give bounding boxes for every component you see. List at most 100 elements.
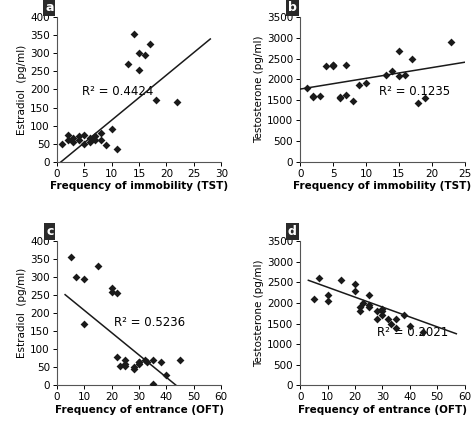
Point	[157, 359, 165, 365]
Text: R² = 0.2021: R² = 0.2021	[377, 326, 448, 339]
Point	[135, 359, 143, 365]
Point	[419, 328, 427, 335]
X-axis label: Frequency of entrance (OFT): Frequency of entrance (OFT)	[298, 405, 467, 415]
Text: b: b	[288, 1, 297, 14]
Point	[337, 277, 345, 284]
Point	[316, 275, 323, 281]
Point	[408, 55, 416, 62]
Text: a: a	[45, 1, 54, 14]
Point	[365, 291, 373, 298]
Point	[310, 94, 317, 101]
Point	[81, 140, 88, 147]
Point	[329, 62, 337, 69]
Point	[382, 71, 390, 78]
Point	[351, 281, 359, 288]
Point	[113, 353, 121, 360]
Point	[379, 312, 386, 319]
Point	[401, 71, 409, 78]
X-axis label: Frequency of entrance (OFT): Frequency of entrance (OFT)	[55, 405, 224, 415]
Point	[108, 288, 116, 295]
Point	[387, 320, 394, 327]
Y-axis label: Estradiol  (pg/ml): Estradiol (pg/ml)	[18, 268, 27, 359]
Point	[365, 301, 373, 308]
Point	[144, 359, 151, 365]
Point	[91, 136, 99, 143]
Point	[362, 80, 370, 87]
Point	[86, 139, 93, 145]
Point	[64, 136, 72, 143]
Point	[392, 324, 400, 331]
Point	[388, 68, 396, 74]
Point	[75, 133, 82, 140]
Point	[384, 316, 392, 323]
Point	[316, 92, 324, 99]
Y-axis label: Testosterone (pg/ml): Testosterone (pg/ml)	[254, 36, 264, 143]
Point	[91, 133, 99, 140]
Point	[324, 291, 331, 298]
Point	[373, 316, 381, 323]
Point	[97, 136, 104, 143]
Point	[116, 362, 124, 369]
Point	[329, 61, 337, 68]
Point	[176, 357, 184, 364]
Point	[130, 366, 137, 373]
Point	[152, 97, 159, 104]
Point	[356, 81, 363, 88]
Point	[379, 308, 386, 315]
Point	[303, 85, 310, 92]
X-axis label: Frequency of immobility (TST): Frequency of immobility (TST)	[50, 181, 228, 191]
Point	[81, 320, 88, 327]
Point	[86, 135, 93, 142]
Point	[329, 61, 337, 68]
Point	[310, 93, 317, 100]
Point	[406, 322, 413, 329]
Point	[173, 99, 181, 106]
Point	[130, 364, 137, 371]
Text: R² = 0.5236: R² = 0.5236	[114, 316, 185, 329]
Point	[336, 94, 343, 101]
Point	[97, 129, 104, 136]
Point	[392, 316, 400, 323]
Point	[141, 357, 148, 364]
Point	[102, 142, 110, 149]
Y-axis label: Estradiol  (pg/ml): Estradiol (pg/ml)	[18, 44, 27, 135]
Point	[149, 380, 156, 387]
Point	[401, 312, 408, 319]
Point	[59, 140, 66, 147]
Point	[149, 357, 156, 364]
Point	[113, 145, 121, 152]
Point	[113, 290, 121, 297]
Point	[336, 94, 343, 100]
Point	[67, 254, 74, 261]
Point	[146, 41, 154, 48]
X-axis label: Frequency of immobility (TST): Frequency of immobility (TST)	[293, 181, 472, 191]
Text: c: c	[46, 225, 54, 238]
Point	[124, 61, 132, 68]
Point	[324, 297, 331, 304]
Point	[135, 66, 143, 73]
Point	[323, 63, 330, 70]
Point	[342, 91, 350, 98]
Point	[356, 304, 364, 310]
Point	[365, 304, 373, 310]
Point	[310, 295, 318, 302]
Point	[135, 359, 143, 365]
Text: R² = 0.1235: R² = 0.1235	[379, 85, 450, 98]
Point	[130, 30, 137, 37]
Point	[163, 371, 170, 378]
Point	[108, 126, 116, 132]
Point	[447, 39, 455, 45]
Y-axis label: Testosterone (pg/ml): Testosterone (pg/ml)	[254, 259, 264, 367]
Point	[373, 308, 381, 315]
Point	[70, 135, 77, 142]
Text: R² = 0.4424: R² = 0.4424	[82, 85, 153, 98]
Point	[135, 50, 143, 57]
Point	[121, 357, 129, 364]
Point	[359, 300, 367, 307]
Point	[72, 274, 80, 281]
Point	[421, 95, 429, 102]
Point	[81, 131, 88, 138]
Point	[121, 360, 129, 367]
Point	[141, 52, 148, 58]
Point	[70, 139, 77, 145]
